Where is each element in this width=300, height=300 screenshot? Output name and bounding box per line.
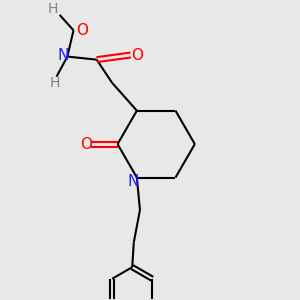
Text: N: N (128, 174, 139, 189)
Text: N: N (58, 47, 69, 62)
Text: O: O (76, 23, 88, 38)
Text: O: O (80, 136, 92, 152)
Text: H: H (50, 76, 60, 91)
Text: H: H (48, 2, 58, 16)
Text: O: O (131, 47, 143, 62)
